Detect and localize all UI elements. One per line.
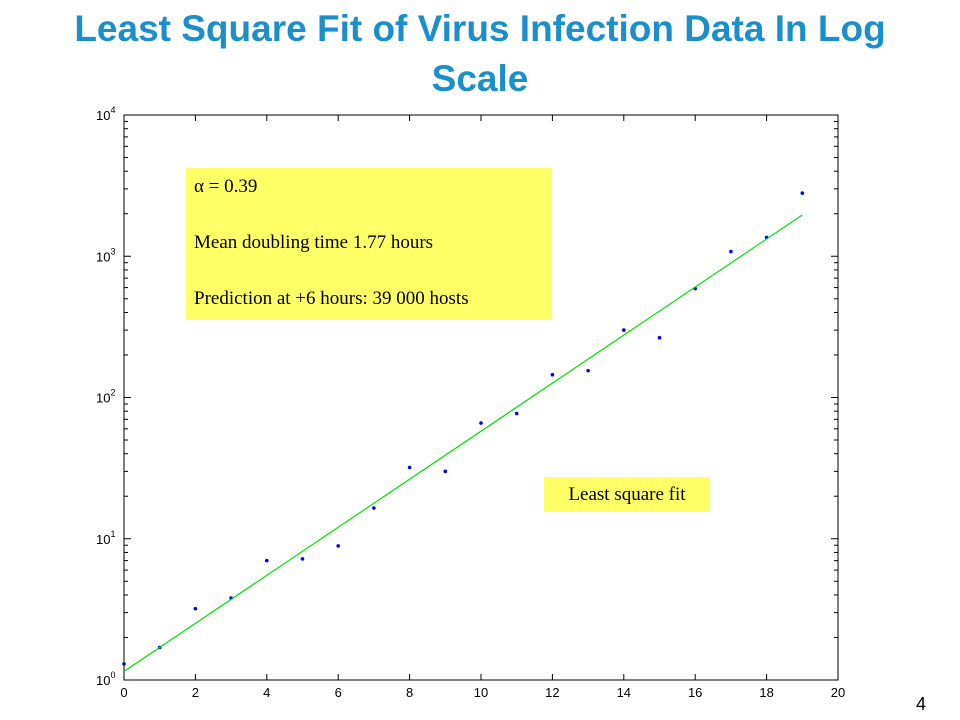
data-point: [586, 368, 590, 373]
x-tick-label: 14: [617, 685, 631, 700]
fit-legend-box: Least square fit: [544, 477, 710, 512]
data-point: [265, 558, 269, 563]
x-tick-label: 12: [545, 685, 559, 700]
y-tick-labels: 100 101 102 103 104: [96, 105, 115, 688]
x-tick-label: 18: [759, 685, 773, 700]
data-point: [622, 328, 626, 332]
data-point: [443, 469, 448, 474]
x-tick-label: 10: [474, 685, 488, 700]
data-point: [300, 557, 305, 561]
data-point: [479, 421, 483, 425]
data-point: [336, 544, 341, 548]
slide-title: Least Square Fit of Virus Infection Data…: [74, 8, 886, 99]
data-point: [550, 372, 555, 377]
data-point: [193, 606, 198, 611]
x-tick-label: 4: [263, 685, 270, 700]
alpha-line: α = 0.39: [194, 177, 552, 197]
x-tick-label: 0: [120, 685, 127, 700]
x-tick-label: 6: [335, 685, 342, 700]
y-tick-label: 101: [96, 529, 115, 547]
x-tick-label: 8: [406, 685, 413, 700]
data-point: [372, 506, 376, 510]
x-tick-label: 16: [688, 685, 702, 700]
fit-parameters-box: α = 0.39 Mean doubling time 1.77 hours P…: [186, 168, 552, 320]
y-tick-label: 104: [96, 105, 115, 123]
alpha-symbol: α: [194, 176, 204, 197]
y-tick-label: 100: [96, 670, 115, 688]
data-point: [800, 191, 805, 195]
alpha-value: = 0.39: [203, 176, 258, 197]
data-point: [122, 662, 126, 666]
axis-ticks: [123, 114, 839, 681]
x-tick-label: 2: [192, 685, 199, 700]
data-point: [407, 465, 412, 470]
series-layer: [122, 191, 805, 672]
y-tick-label: 102: [96, 388, 115, 406]
x-tick-label: 20: [831, 685, 845, 700]
data-point: [729, 249, 733, 254]
data-point: [657, 335, 662, 340]
page-number: 4: [916, 694, 927, 714]
least-square-fit-line: [123, 214, 803, 672]
doubling-time-text: Mean doubling time 1.77 hours: [194, 232, 434, 253]
data-point: [514, 411, 519, 416]
prediction-text: Prediction at +6 hours: 39 000 hosts: [194, 288, 469, 309]
y-tick-label: 103: [96, 246, 115, 264]
x-tick-labels: 0 2 4 6 8 10 12 14 16 18 20: [120, 685, 845, 700]
